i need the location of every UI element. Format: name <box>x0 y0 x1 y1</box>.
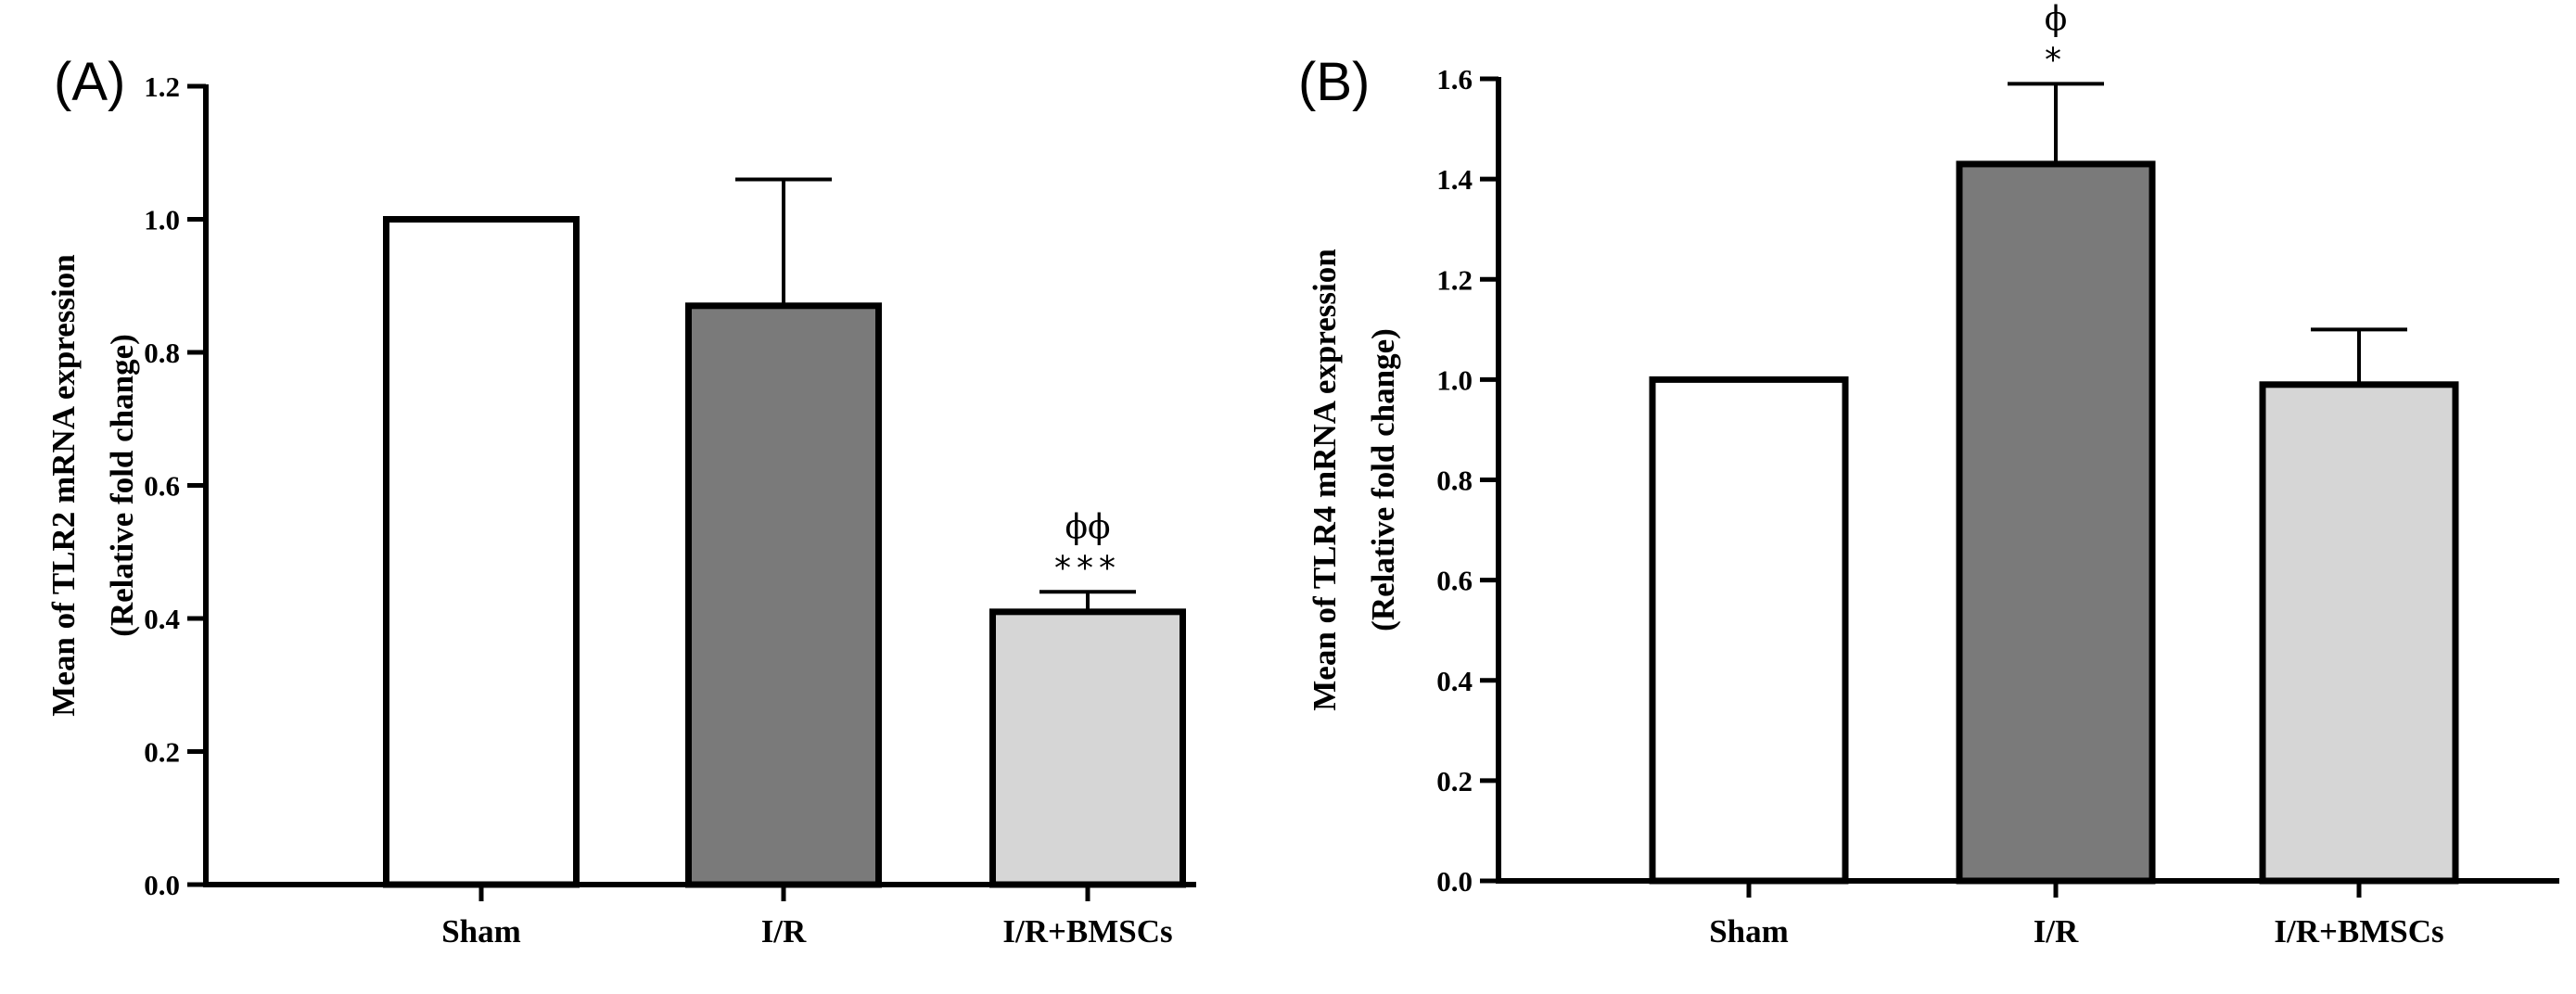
panel-b: (B) Mean of TLR4 mRNA expression (Relative… <box>1298 0 2559 949</box>
y-tick-label-b-4: 0.8 <box>1436 465 1473 497</box>
bar-a-3 <box>989 608 1186 888</box>
y-tick-label-a-2: 0.4 <box>144 603 180 635</box>
significance-stars-a-3: *** <box>1054 549 1121 587</box>
y-tick-label-b-3: 0.6 <box>1436 565 1473 597</box>
y-axis-title-line1-a: Mean of TLR2 mRNA expression <box>45 254 82 716</box>
y-axis-title-line2-b: (Relative fold change) <box>1365 328 1401 631</box>
y-axis-title-line2-a: (Relative fold change) <box>104 334 140 637</box>
y-tick-label-a-0: 0.0 <box>144 869 180 901</box>
bar-b-2 <box>1956 160 2156 885</box>
bar-a-1 <box>383 216 580 888</box>
panel-label-b: (B) <box>1298 52 1370 112</box>
y-tick-label-b-0: 0.0 <box>1436 865 1473 898</box>
y-tick-label-a-3: 0.6 <box>144 470 180 503</box>
y-tick-label-a-1: 0.2 <box>144 736 180 769</box>
y-tick-label-b-7: 1.4 <box>1436 163 1473 196</box>
y-axis-title-line1-b: Mean of TLR4 mRNA expression <box>1307 248 1343 710</box>
x-tick-label-b-2: I/R <box>2034 913 2079 949</box>
y-tick-label-a-4: 0.8 <box>144 337 180 369</box>
bar-b-1 <box>1649 376 1849 885</box>
panel-label-a: (A) <box>54 52 125 112</box>
x-tick-label-a-2: I/R <box>761 913 807 949</box>
y-tick-label-a-5: 1.0 <box>144 204 180 236</box>
y-tick-label-b-6: 1.2 <box>1436 263 1473 296</box>
x-tick-label-a-3: I/R+BMSCs <box>1002 913 1172 949</box>
x-tick-label-b-3: I/R+BMSCs <box>2274 913 2443 949</box>
x-tick-label-b-1: Sham <box>1709 913 1789 949</box>
bar-b-3 <box>2259 381 2459 885</box>
y-tick-label-b-1: 0.2 <box>1436 765 1473 797</box>
y-tick-label-a-6: 1.2 <box>144 70 180 103</box>
panel-a: (A) Mean of TLR2 mRNA expression (Relative… <box>45 52 1196 949</box>
y-tick-label-b-2: 0.4 <box>1436 665 1473 697</box>
significance-stars-b-2: * <box>2045 41 2067 79</box>
x-tick-label-a-1: Sham <box>441 913 521 949</box>
significance-phi-b-2: ϕ <box>2045 0 2068 38</box>
significance-phi-a-3: ϕϕ <box>1065 508 1110 546</box>
y-tick-label-b-5: 1.0 <box>1436 363 1473 396</box>
bar-a-2 <box>685 302 882 888</box>
y-tick-label-b-8: 1.6 <box>1436 63 1473 96</box>
